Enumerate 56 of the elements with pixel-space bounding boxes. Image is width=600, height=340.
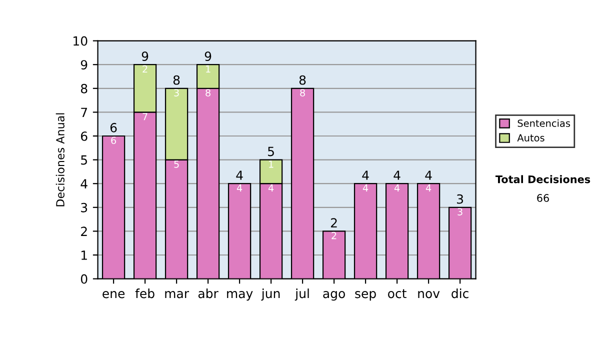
total-label: 9 <box>142 52 148 61</box>
y-tick-label: 8 <box>80 84 88 94</box>
y-tick-label: 7 <box>81 108 88 117</box>
x-tick-label: mar <box>165 291 190 298</box>
data-label: 1 <box>206 65 210 73</box>
legend-label: Sentencias <box>518 119 570 127</box>
total-label: 4 <box>362 170 369 180</box>
y-tick-label: 10 <box>74 36 88 46</box>
x-tick-label: feb <box>135 288 154 298</box>
y-tick-label: 6 <box>81 131 88 141</box>
legend-label: Autos <box>517 134 544 142</box>
total-label: 2 <box>330 218 337 228</box>
x-tick-label: may <box>227 291 253 301</box>
data-label: 5 <box>174 160 179 168</box>
x-tick-label: ene <box>102 291 125 298</box>
x-tick-label: jul <box>294 288 309 301</box>
data-label: 3 <box>458 208 462 216</box>
data-label: 8 <box>300 89 305 96</box>
data-label: 3 <box>174 89 179 96</box>
data-label: 7 <box>142 113 148 120</box>
total-label: 9 <box>204 52 212 61</box>
total-label: 4 <box>236 170 243 180</box>
x-tick-label: abr <box>198 288 218 298</box>
text: 66 <box>537 194 549 202</box>
total-label: 8 <box>173 75 180 85</box>
y-tick-label: 4 <box>80 179 88 188</box>
x-tick-label: ago <box>323 291 345 301</box>
total-label: 6 <box>110 122 117 132</box>
data-label: 2 <box>142 65 148 73</box>
x-tick-label: oct <box>388 289 406 298</box>
y-tick-label: 5 <box>81 155 87 165</box>
y-tick-label: 2 <box>81 226 87 236</box>
total-label: 3 <box>457 194 464 204</box>
y-tick-label: 3 <box>81 202 88 212</box>
x-tick-label: dic <box>452 288 468 298</box>
data-label: 4 <box>394 184 400 192</box>
data-label: 4 <box>426 184 432 192</box>
y-axis-title: Decisiones Anual <box>56 113 64 206</box>
x-tick-label: sep <box>355 291 376 301</box>
total-label: 8 <box>299 75 306 85</box>
total-label: 5 <box>268 146 274 156</box>
total-label: 4 <box>425 170 432 180</box>
data-label: 8 <box>206 89 210 96</box>
data-label: 2 <box>332 232 336 240</box>
x-tick-label: nov <box>418 291 440 298</box>
data-label: 4 <box>362 184 368 192</box>
text: Total Decisiones <box>495 175 590 184</box>
y-tick-label: 1 <box>82 250 87 260</box>
data-label: 4 <box>236 184 242 192</box>
data-label: 6 <box>111 136 116 144</box>
data-label: 1 <box>269 160 274 168</box>
total-label: 4 <box>394 170 400 180</box>
y-tick-label: 0 <box>80 274 88 284</box>
y-tick-label: 9 <box>80 60 88 70</box>
x-tick-label: jun <box>261 288 280 301</box>
data-label: 4 <box>268 184 274 192</box>
